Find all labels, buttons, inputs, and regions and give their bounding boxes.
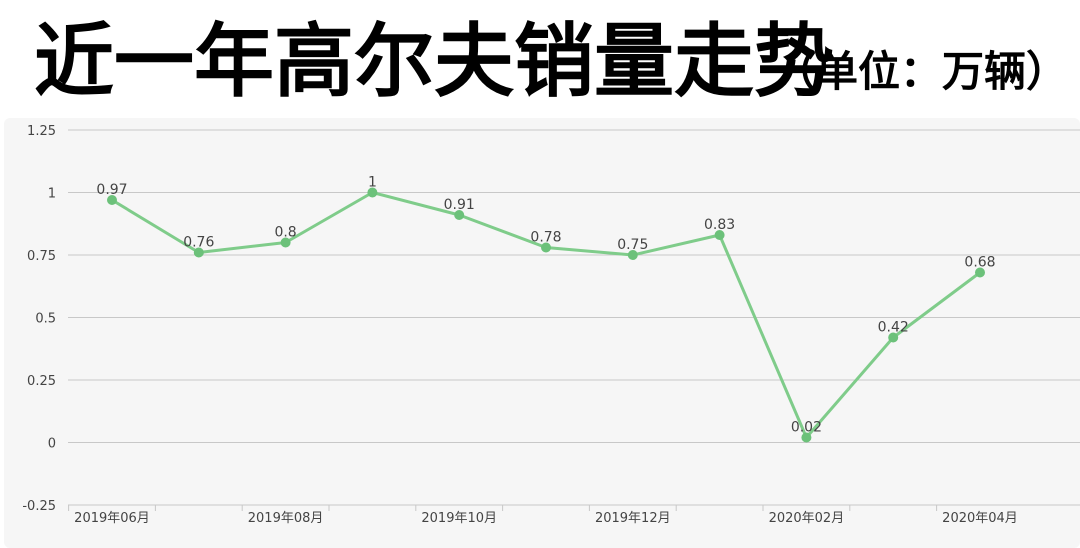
data-point (193, 247, 204, 258)
data-point (367, 187, 378, 198)
data-label: 0.42 (878, 320, 909, 336)
data-point (107, 195, 117, 205)
data-label: 0.75 (617, 237, 648, 253)
data-point (541, 242, 551, 253)
data-point (280, 237, 291, 248)
data-point (801, 432, 812, 443)
title-row: 近一年高尔夫销量走势 （单位：万辆） (0, 0, 1080, 118)
chart-unit-label: （单位：万辆） (774, 47, 1069, 96)
y-tick-label: 1.25 (27, 124, 56, 139)
data-point (714, 230, 725, 240)
y-tick-label: 0.75 (27, 249, 56, 264)
data-label: 0.8 (274, 225, 296, 241)
data-label: 0.02 (791, 420, 822, 436)
data-label: 0.97 (96, 182, 127, 198)
x-tick-label: 2020年02月 (769, 511, 845, 526)
data-point (975, 267, 985, 278)
plot-panel: 1.25 1 0.75 0.5 0.25 0 -0.25 2019年06月 2019年08月 20… (0, 118, 1080, 548)
x-tick-label: 2019年10月 (421, 511, 497, 526)
x-tick-label: 2020年04月 (942, 511, 1018, 526)
data-point (454, 210, 465, 220)
line-chart: 1.25 1 0.75 0.5 0.25 0 -0.25 2019年06月 2019年08月 20… (4, 118, 1080, 548)
x-tick-label: 2019年12月 (595, 511, 671, 526)
y-tick-label: 0 (48, 437, 56, 452)
data-label: 0.78 (530, 230, 561, 246)
y-tick-label: 0.25 (27, 374, 56, 389)
data-label: 0.83 (704, 217, 735, 233)
data-point (888, 332, 899, 343)
data-label: 0.68 (964, 255, 995, 271)
y-tick-label: 0.5 (35, 312, 56, 327)
plot-background (4, 118, 1080, 548)
data-label: 0.76 (183, 235, 214, 251)
x-tick-label: 2019年06月 (74, 511, 150, 526)
data-label: 0.91 (444, 197, 475, 213)
data-point (627, 250, 638, 260)
y-tick-label: 1 (48, 187, 56, 202)
x-tick-label: 2019年08月 (248, 511, 324, 526)
y-tick-label: -0.25 (22, 499, 56, 514)
data-label: 1 (368, 175, 377, 191)
chart-title: 近一年高尔夫销量走势 (34, 15, 834, 108)
